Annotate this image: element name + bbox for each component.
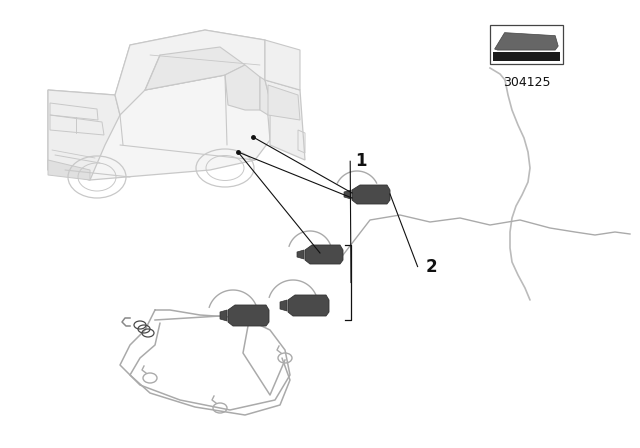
Text: 304125: 304125	[502, 76, 550, 89]
Bar	[493, 52, 560, 61]
Polygon shape	[265, 40, 300, 90]
Polygon shape	[268, 85, 300, 120]
Polygon shape	[48, 90, 120, 180]
Polygon shape	[145, 47, 245, 90]
Polygon shape	[115, 30, 265, 95]
Polygon shape	[220, 310, 227, 321]
Polygon shape	[288, 295, 329, 316]
Polygon shape	[280, 300, 287, 311]
Text: 1: 1	[355, 152, 367, 170]
Polygon shape	[48, 160, 90, 180]
Text: 2: 2	[426, 258, 437, 276]
Polygon shape	[297, 250, 304, 259]
Polygon shape	[260, 77, 270, 115]
Bar	[490, 25, 563, 64]
Polygon shape	[48, 75, 270, 180]
Polygon shape	[228, 305, 269, 326]
Polygon shape	[305, 245, 343, 264]
Polygon shape	[344, 190, 351, 199]
Polygon shape	[265, 80, 305, 160]
Polygon shape	[225, 65, 260, 110]
Polygon shape	[115, 30, 265, 115]
Polygon shape	[495, 33, 558, 50]
Polygon shape	[352, 185, 390, 204]
